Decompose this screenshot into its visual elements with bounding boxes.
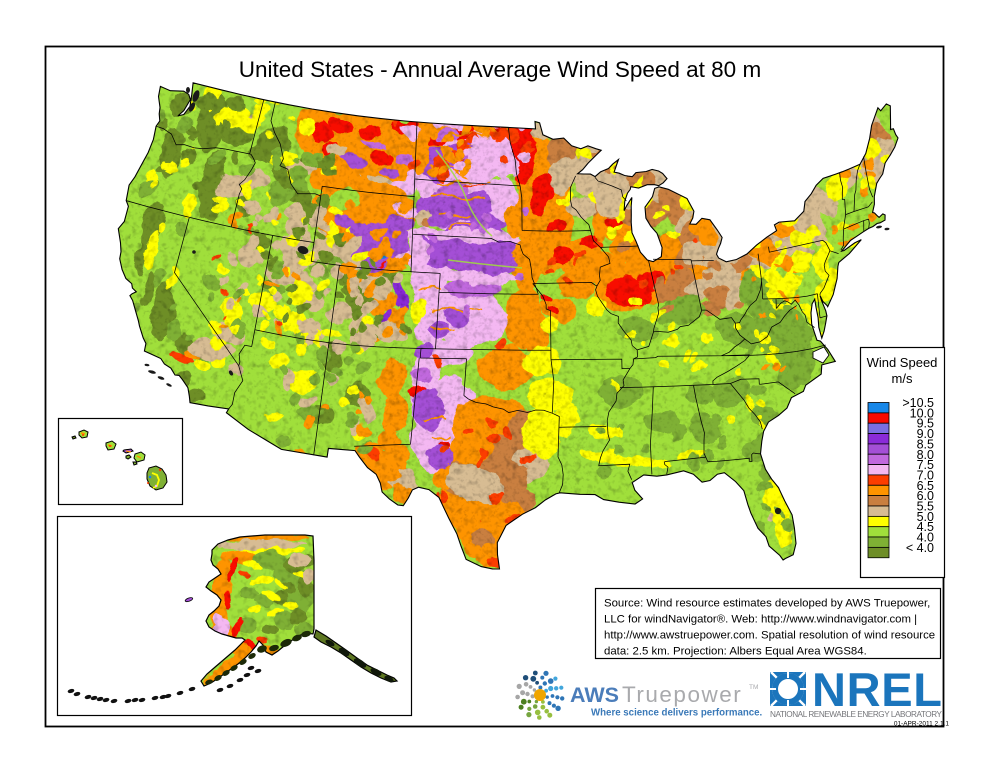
svg-text:5.0: 5.0: [917, 510, 934, 524]
svg-text:9.0: 9.0: [917, 427, 934, 441]
svg-text:data: 2.5 km. Projection: Albe: data: 2.5 km. Projection: Albers Equal A…: [604, 646, 867, 658]
svg-text:< 4.0: < 4.0: [906, 541, 934, 555]
svg-text:6.0: 6.0: [917, 489, 934, 503]
svg-text:8.0: 8.0: [917, 448, 934, 462]
svg-text:United States - Annual Average: United States - Annual Average Wind Spee…: [239, 57, 761, 82]
svg-text:Truepower: Truepower: [622, 682, 742, 707]
svg-text:LLC for windNavigator®. Web: h: LLC for windNavigator®. Web: http://www.…: [604, 614, 917, 626]
svg-text:4.5: 4.5: [917, 520, 934, 534]
svg-text:NATIONAL RENEWABLE ENERGY LABO: NATIONAL RENEWABLE ENERGY LABORATORY: [770, 710, 943, 719]
svg-text:5.5: 5.5: [917, 500, 934, 514]
svg-text:4.0: 4.0: [917, 531, 934, 545]
svg-text:7.0: 7.0: [917, 468, 934, 482]
svg-text:Source: Wind resource estimate: Source: Wind resource estimates develope…: [604, 598, 930, 610]
svg-text:10.0: 10.0: [910, 406, 934, 420]
svg-text:6.5: 6.5: [917, 479, 934, 493]
svg-text:9.5: 9.5: [917, 417, 934, 431]
svg-text:http://www.awstruepower.com. S: http://www.awstruepower.com. Spatial res…: [604, 630, 935, 642]
svg-text:7.5: 7.5: [917, 458, 934, 472]
svg-text:01-APR-2011 2.1.1: 01-APR-2011 2.1.1: [894, 721, 950, 728]
svg-text:AWS: AWS: [570, 683, 619, 707]
svg-text:TM: TM: [749, 684, 758, 691]
svg-text:NREL: NREL: [812, 663, 942, 716]
svg-text:Wind Speed: Wind Speed: [867, 355, 938, 370]
svg-text:Where science delivers perform: Where science delivers performance.: [591, 708, 763, 719]
svg-text:8.5: 8.5: [917, 437, 934, 451]
svg-text:m/s: m/s: [892, 371, 913, 386]
svg-text:>10.5: >10.5: [902, 396, 934, 410]
